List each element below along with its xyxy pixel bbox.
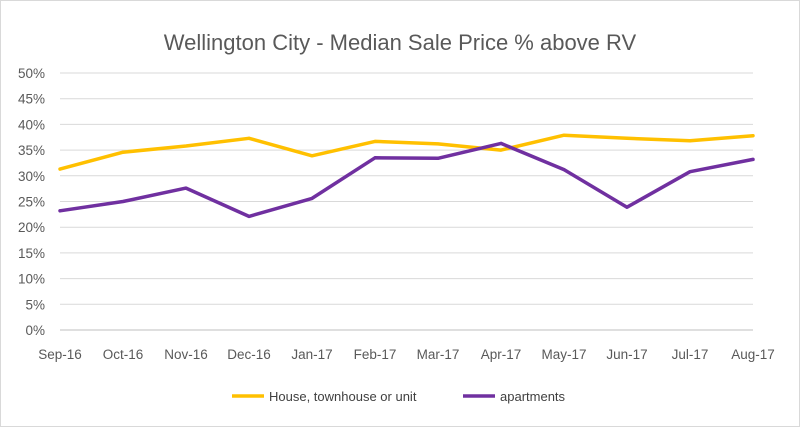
data-point bbox=[121, 150, 125, 154]
x-tick-label: Mar-17 bbox=[417, 347, 460, 362]
y-tick-label: 15% bbox=[18, 246, 45, 261]
data-point bbox=[184, 186, 188, 190]
series-line-1 bbox=[58, 141, 755, 219]
chart-title: Wellington City - Median Sale Price % ab… bbox=[163, 30, 637, 55]
data-point bbox=[373, 156, 377, 160]
data-point bbox=[184, 144, 188, 148]
x-tick-label: Nov-16 bbox=[164, 347, 208, 362]
y-tick-label: 40% bbox=[18, 117, 45, 132]
data-point bbox=[499, 141, 503, 145]
y-tick-label: 10% bbox=[18, 272, 45, 287]
y-tick-label: 30% bbox=[18, 169, 45, 184]
data-point bbox=[373, 139, 377, 143]
data-point bbox=[688, 170, 692, 174]
data-point bbox=[247, 136, 251, 140]
y-tick-label: 0% bbox=[25, 323, 45, 338]
data-point bbox=[436, 142, 440, 146]
x-tick-label: Dec-16 bbox=[227, 347, 271, 362]
x-tick-label: Jun-17 bbox=[606, 347, 647, 362]
y-tick-label: 5% bbox=[25, 297, 45, 312]
data-point bbox=[562, 168, 566, 172]
data-point bbox=[247, 214, 251, 218]
gridlines bbox=[60, 72, 753, 331]
data-point bbox=[499, 148, 503, 152]
x-tick-label: Jan-17 bbox=[291, 347, 332, 362]
data-point bbox=[310, 196, 314, 200]
data-point bbox=[625, 205, 629, 209]
y-tick-label: 20% bbox=[18, 220, 45, 235]
legend: House, townhouse or unit apartments bbox=[232, 389, 566, 404]
data-point bbox=[58, 167, 62, 171]
y-tick-label: 45% bbox=[18, 92, 45, 107]
y-axis-ticks: 0% 5% 10% 15% 20% 25% 30% 35% 40% 45% 50% bbox=[18, 66, 45, 338]
data-point bbox=[688, 139, 692, 143]
x-tick-label: May-17 bbox=[541, 347, 586, 362]
x-tick-label: Feb-17 bbox=[354, 347, 397, 362]
data-point bbox=[310, 154, 314, 158]
data-point bbox=[562, 133, 566, 137]
series-line-0 bbox=[58, 133, 755, 171]
y-tick-label: 35% bbox=[18, 143, 45, 158]
x-tick-label: Aug-17 bbox=[731, 347, 775, 362]
series-lines bbox=[58, 133, 755, 219]
x-tick-label: Sep-16 bbox=[38, 347, 82, 362]
x-tick-label: Oct-16 bbox=[103, 347, 144, 362]
x-axis-ticks: Sep-16 Oct-16 Nov-16 Dec-16 Jan-17 Feb-17 Mar-… bbox=[38, 347, 775, 362]
legend-label: House, townhouse or unit bbox=[269, 389, 417, 404]
data-point bbox=[751, 157, 755, 161]
y-tick-label: 50% bbox=[18, 66, 45, 81]
x-tick-label: Apr-17 bbox=[481, 347, 522, 362]
data-point bbox=[751, 134, 755, 138]
data-point bbox=[121, 200, 125, 203]
x-tick-label: Jul-17 bbox=[672, 347, 709, 362]
legend-label: apartments bbox=[500, 389, 566, 404]
data-point bbox=[436, 156, 440, 160]
data-point bbox=[58, 209, 62, 213]
y-tick-label: 25% bbox=[18, 195, 45, 210]
data-point bbox=[625, 136, 629, 140]
